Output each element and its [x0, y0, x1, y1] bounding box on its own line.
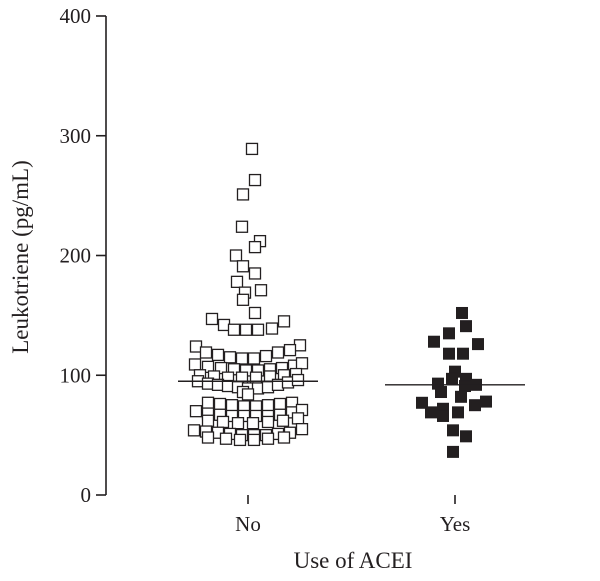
- y-tick-label: 300: [60, 124, 92, 148]
- data-point-yes: [447, 445, 459, 458]
- data-point-no: [211, 348, 225, 362]
- data-point-yes: [443, 347, 455, 360]
- data-point-no: [283, 343, 297, 357]
- data-point-no: [201, 396, 215, 409]
- data-point-no: [248, 173, 262, 187]
- x-axis-ticks: No Yes: [235, 495, 470, 536]
- data-point-yes: [469, 399, 481, 412]
- y-tick-label: 100: [60, 363, 92, 387]
- data-point-no: [247, 433, 261, 447]
- data-point-no: [213, 397, 227, 411]
- data-point-no: [261, 432, 275, 445]
- data-point-no: [261, 399, 275, 412]
- data-point-yes: [455, 390, 467, 403]
- data-point-no: [214, 361, 228, 375]
- y-tick-label: 0: [81, 483, 92, 507]
- data-point-no: [235, 220, 249, 233]
- data-point-no: [261, 415, 275, 429]
- data-point-no: [223, 351, 237, 364]
- data-point-no: [291, 373, 305, 387]
- data-point-no: [248, 306, 262, 320]
- data-point-yes: [457, 347, 469, 360]
- data-point-no: [219, 432, 233, 445]
- data-point-yes: [456, 306, 468, 319]
- data-point-no: [201, 431, 215, 444]
- data-point-no: [254, 284, 268, 297]
- data-point-yes: [460, 430, 472, 443]
- data-point-yes: [452, 406, 464, 419]
- data-point-no: [236, 260, 250, 273]
- data-point-no: [236, 293, 250, 306]
- data-point-no: [271, 346, 285, 359]
- data-point-no: [251, 323, 265, 336]
- data-point-no: [187, 424, 201, 437]
- data-point-yes: [447, 424, 459, 437]
- data-point-no: [188, 358, 202, 371]
- data-point-no: [199, 346, 213, 359]
- data-point-no: [227, 323, 241, 336]
- data-point-no: [248, 267, 262, 280]
- data-point-no: [277, 431, 291, 444]
- y-tick-label: 400: [60, 4, 92, 28]
- y-tick-label: 200: [60, 244, 92, 268]
- data-point-yes: [428, 335, 440, 348]
- data-point-no: [230, 275, 244, 288]
- x-tick-label-yes: Yes: [440, 512, 471, 536]
- data-point-no: [216, 415, 230, 429]
- data-point-no: [247, 352, 261, 365]
- data-point-yes: [446, 372, 458, 385]
- data-point-yes: [480, 395, 492, 408]
- data-point-no: [248, 240, 262, 254]
- data-point-yes: [460, 320, 472, 333]
- median-lines: [178, 380, 525, 386]
- data-points: [187, 142, 492, 458]
- data-point-no: [277, 315, 291, 328]
- data-point-yes: [416, 396, 428, 409]
- data-point-no: [295, 357, 309, 370]
- y-axis-title: Leukotriene (pg/mL): [8, 160, 33, 354]
- data-point-yes: [443, 327, 455, 340]
- data-point-no: [225, 399, 239, 412]
- data-point-no: [245, 142, 259, 156]
- data-point-no: [265, 322, 279, 335]
- data-point-no: [201, 414, 215, 427]
- data-point-yes: [425, 406, 437, 419]
- data-point-no: [291, 412, 305, 425]
- data-point-no: [235, 352, 249, 365]
- data-point-yes: [437, 409, 449, 422]
- x-axis-title: Use of ACEI: [294, 548, 413, 573]
- data-point-no: [295, 422, 309, 436]
- data-point-no: [241, 388, 255, 401]
- data-point-no: [229, 249, 243, 262]
- data-point-no: [239, 323, 253, 336]
- data-point-no: [189, 405, 203, 418]
- data-point-no: [276, 414, 290, 427]
- data-point-no: [259, 349, 273, 363]
- data-point-no: [273, 397, 287, 411]
- data-point-no: [231, 416, 245, 430]
- data-point-no: [205, 312, 219, 326]
- data-point-no: [236, 188, 250, 201]
- y-axis-ticks: 0 100 200 300 400: [60, 4, 106, 507]
- data-point-no: [246, 416, 260, 430]
- data-point-yes: [435, 386, 447, 399]
- data-point-no: [233, 433, 247, 447]
- data-point-yes: [472, 338, 484, 351]
- data-point-yes: [459, 380, 471, 393]
- x-tick-label-no: No: [235, 512, 261, 536]
